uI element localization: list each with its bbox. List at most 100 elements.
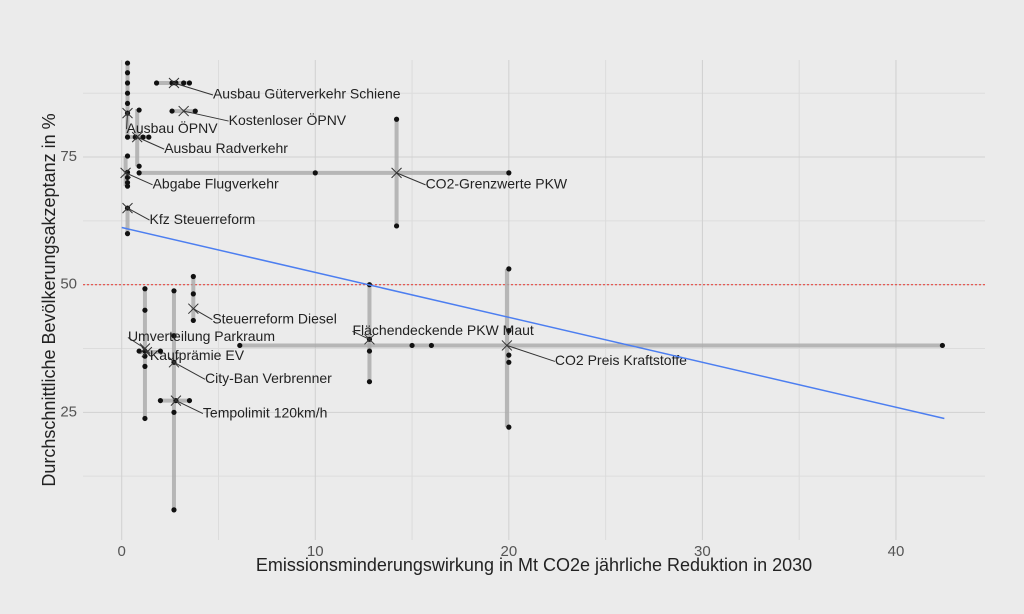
point (506, 266, 512, 272)
measure-label: City-Ban Verbrenner (205, 370, 332, 386)
point (140, 134, 146, 140)
point (157, 348, 164, 354)
point (506, 359, 512, 365)
center-cross (122, 107, 133, 119)
point (124, 134, 131, 140)
point (136, 107, 142, 113)
center-cross (501, 340, 513, 351)
center-cross (122, 202, 133, 214)
leader-line (127, 207, 150, 221)
point (124, 231, 131, 237)
leader-line (193, 308, 213, 321)
x-axis-label: Emissionsminderungswirkung in Mt CO2e jä… (256, 555, 812, 575)
point (366, 348, 373, 354)
y-tick-label: 75 (60, 148, 77, 165)
leader-line (136, 136, 165, 150)
leader-line (175, 400, 204, 415)
measure-label: Ausbau Güterverkehr Schiene (213, 86, 401, 102)
point (157, 397, 164, 404)
center-cross (139, 343, 151, 354)
point (169, 108, 175, 114)
leader-line (506, 344, 556, 362)
measure-label: Steuerreform Diesel (212, 310, 337, 326)
point (171, 288, 177, 294)
measure-label: Ausbau ÖPNV (127, 119, 219, 136)
point (190, 291, 196, 297)
leader-line (126, 113, 129, 130)
leader-line (127, 337, 146, 349)
point (124, 60, 131, 66)
x-tick-label: 10 (307, 543, 324, 560)
x-tick-label: 0 (118, 543, 126, 560)
point (186, 80, 193, 86)
measure-label: Kaufprämie EV (150, 347, 245, 363)
center-cross (168, 77, 180, 89)
measure-label: Kostenloser ÖPNV (229, 111, 347, 128)
point (192, 108, 198, 114)
point (186, 397, 193, 404)
point (153, 80, 160, 86)
measure-label: CO2 Preis Kraftstoffe (555, 352, 687, 368)
center-cross (131, 131, 143, 143)
y-axis-label: Durchschnittliche Bevölkerungsakzeptanz … (39, 113, 59, 486)
leader-line (352, 330, 370, 340)
point (146, 134, 152, 140)
point (124, 80, 131, 86)
point (142, 307, 148, 313)
point (190, 317, 196, 324)
center-cross (187, 303, 199, 315)
point (393, 223, 400, 229)
point (506, 352, 512, 358)
point (124, 179, 131, 186)
x-tick-label: 30 (694, 543, 711, 560)
point (142, 363, 148, 369)
measure-label: Flächendeckende PKW Maut (352, 322, 533, 338)
point (142, 286, 148, 292)
x-tick-label: 20 (500, 543, 517, 560)
point (190, 273, 196, 280)
point (506, 328, 512, 334)
leader-line (183, 110, 229, 122)
point (124, 183, 131, 189)
measure-label: Ausbau Radverkehr (164, 140, 288, 156)
leader-line (173, 361, 206, 380)
center-cross (168, 356, 180, 368)
point (136, 170, 142, 176)
point (124, 70, 131, 76)
leader-line (396, 172, 426, 186)
measure-label: Kfz Steuerreform (150, 211, 256, 227)
trend-line (121, 226, 945, 420)
center-cross (178, 105, 190, 117)
point (428, 342, 435, 349)
point (171, 409, 177, 415)
point (237, 342, 243, 349)
point (136, 163, 142, 169)
point (142, 415, 148, 422)
x-tick-label: 40 (888, 543, 905, 560)
leader-line (125, 172, 153, 186)
leader-line (173, 82, 214, 96)
point (171, 507, 177, 513)
point (171, 333, 177, 339)
point (393, 116, 400, 122)
point (181, 80, 187, 86)
y-tick-label: 50 (60, 276, 77, 293)
leader-line (146, 351, 151, 357)
measure-label: Umverteilung Parkraum (128, 328, 275, 344)
point (939, 342, 946, 349)
point (124, 90, 131, 96)
point (124, 153, 131, 159)
point (409, 342, 415, 349)
point (506, 170, 512, 176)
point (124, 174, 131, 181)
measure-label: Tempolimit 120km/h (203, 404, 327, 420)
measure-label: CO2-Grenzwerte PKW (426, 176, 568, 192)
point (366, 379, 373, 385)
point (124, 100, 131, 107)
point (312, 170, 318, 176)
point (506, 424, 512, 430)
measure-label: Abgabe Flugverkehr (153, 176, 279, 192)
